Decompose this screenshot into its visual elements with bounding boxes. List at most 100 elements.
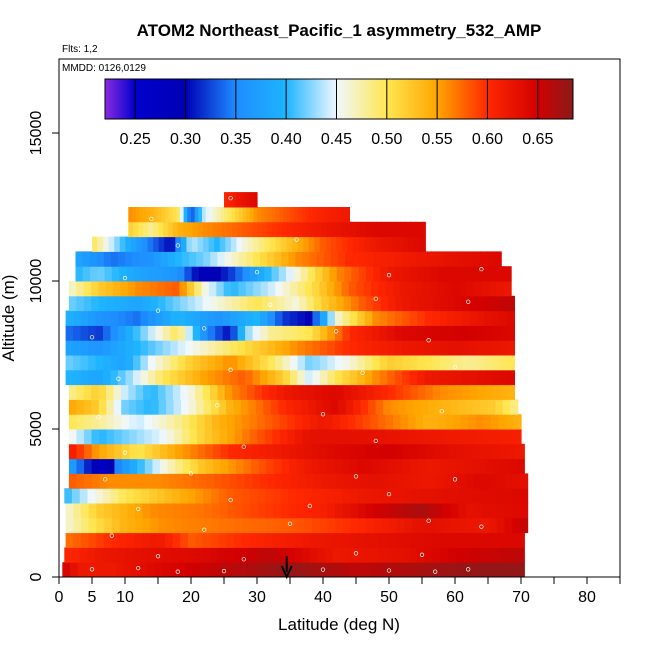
heatmap-cell: [65, 310, 74, 326]
heatmap-cell: [80, 310, 89, 326]
heatmap-cell: [405, 473, 414, 489]
heatmap-cell: [260, 340, 269, 356]
heatmap-cell: [249, 429, 258, 445]
heatmap-cell: [286, 221, 293, 238]
heatmap-cell: [258, 236, 265, 252]
heatmap-cell: [324, 547, 334, 563]
heatmap-cell: [378, 281, 387, 297]
heatmap-cell: [300, 266, 309, 282]
heatmap-cell: [158, 384, 167, 400]
heatmap-cell: [192, 325, 201, 341]
heatmap-cell: [76, 429, 85, 445]
heatmap-cell: [161, 207, 166, 223]
heatmap-cell: [427, 399, 437, 415]
heatmap-cell: [380, 443, 389, 460]
data-marker: [122, 275, 128, 281]
heatmap-cell: [478, 532, 487, 548]
heatmap-cell: [372, 325, 381, 341]
heatmap-cell: [130, 236, 138, 252]
heatmap-cell: [281, 251, 289, 267]
heatmap-cell: [260, 207, 266, 223]
heatmap-cell: [181, 414, 191, 430]
heatmap-cell: [247, 236, 254, 252]
x-tick-label: 10: [116, 589, 134, 606]
heatmap-cell: [83, 295, 92, 312]
heatmap-cell: [140, 369, 149, 386]
heatmap-cell: [311, 443, 320, 460]
heatmap-cell: [241, 236, 249, 252]
heatmap-cell: [323, 207, 328, 223]
heatmap-cell: [184, 266, 193, 282]
heatmap-cell: [165, 503, 174, 519]
heatmap-cell: [349, 458, 358, 474]
heatmap-cell: [519, 503, 529, 519]
heatmap-cell: [432, 340, 441, 356]
heatmap-cell: [155, 355, 164, 371]
heatmap-cell: [196, 414, 206, 430]
heatmap-cell: [280, 488, 289, 504]
heatmap-cell: [110, 310, 119, 326]
heatmap-cell: [477, 310, 486, 326]
heatmap-cell: [386, 236, 393, 252]
heatmap-cell: [210, 532, 220, 548]
heatmap-cell: [321, 221, 327, 238]
heatmap-cell: [104, 503, 113, 519]
heatmap-cell: [216, 562, 225, 578]
heatmap-cell: [264, 207, 269, 223]
heatmap-cell: [491, 369, 501, 386]
heatmap-cell: [129, 443, 138, 460]
heatmap-cell: [423, 414, 432, 430]
heatmap-cell: [408, 236, 415, 252]
heatmap-cell: [132, 340, 141, 356]
heatmap-cell: [95, 325, 104, 341]
colorbar: 0.25 0.30 0.35 0.40 0.45 0.50 0.55 0.60 0.65: [104, 78, 574, 148]
heatmap-cell: [152, 458, 161, 474]
heatmap-cell: [113, 399, 122, 415]
heatmap-cell: [373, 295, 382, 312]
heatmap-cell: [117, 325, 127, 341]
heatmap-cell: [126, 266, 135, 282]
heatmap-cell: [210, 488, 220, 504]
heatmap-cell: [103, 355, 112, 371]
heatmap-cell: [76, 443, 85, 460]
heatmap-cell: [125, 547, 134, 563]
heatmap-cell: [195, 532, 204, 548]
heatmap-cell: [346, 221, 352, 238]
data-marker: [452, 364, 458, 369]
heatmap-cell: [212, 429, 221, 445]
heatmap-cell: [310, 532, 319, 548]
heatmap-cell: [157, 532, 166, 548]
heatmap-cell: [73, 532, 82, 548]
heatmap-cell: [341, 281, 350, 297]
heatmap-cell: [231, 251, 240, 267]
heatmap-cell: [304, 310, 314, 326]
heatmap-cell: [285, 399, 294, 415]
heatmap-cell: [203, 251, 211, 267]
heatmap-cell: [311, 221, 317, 238]
heatmap-cell: [358, 503, 367, 519]
heatmap-cell: [420, 473, 429, 489]
heatmap-cell: [477, 295, 486, 312]
heatmap-cell: [187, 221, 194, 238]
heatmap-cell: [397, 473, 406, 489]
heatmap-cell: [206, 473, 215, 489]
heatmap-cell: [102, 488, 112, 504]
heatmap-cell: [365, 295, 374, 312]
heatmap-cell: [323, 251, 332, 267]
data-marker: [452, 477, 458, 482]
heatmap-cell: [290, 340, 299, 356]
heatmap-cell: [437, 281, 446, 297]
heatmap-cell: [232, 384, 241, 400]
heatmap-cell: [387, 251, 396, 267]
heatmap-cell: [91, 295, 100, 312]
heatmap-cell: [132, 355, 141, 371]
heatmap-cell: [282, 325, 291, 341]
heatmap-cell: [352, 251, 360, 267]
heatmap-cell: [195, 488, 204, 504]
heatmap-cell: [388, 295, 397, 312]
heatmap-cell: [340, 547, 349, 563]
heatmap-cell: [357, 355, 366, 371]
heatmap-cell: [312, 517, 321, 534]
heatmap-cell: [242, 429, 251, 445]
heatmap-cell: [455, 295, 464, 312]
